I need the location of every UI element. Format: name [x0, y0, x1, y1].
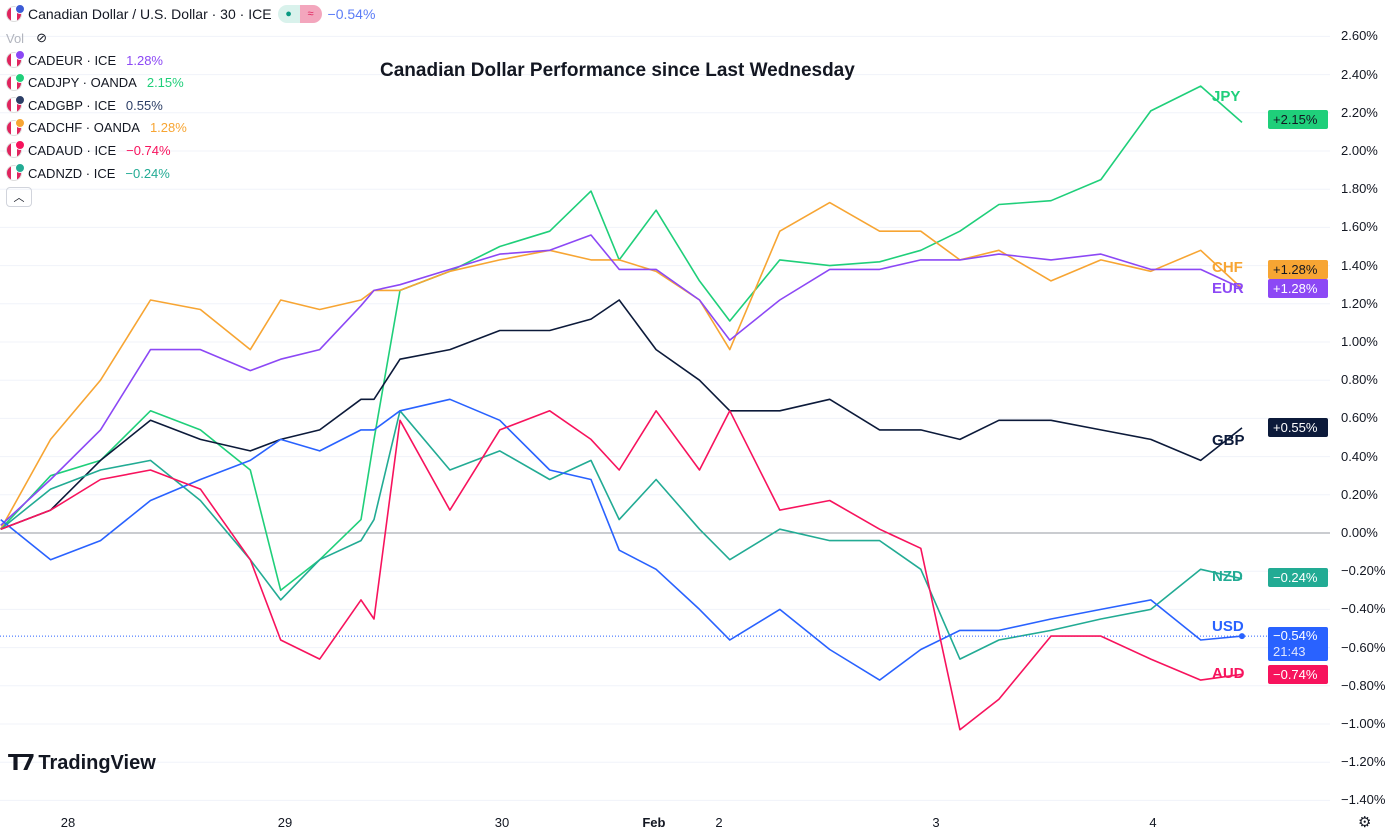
- legend-symbol: CADAUD · ICE: [28, 142, 117, 158]
- legend-symbol: CADEUR · ICE: [28, 52, 117, 68]
- eye-hidden-icon[interactable]: ⊘: [36, 30, 47, 45]
- legend-symbol: CADCHF · OANDA: [28, 120, 140, 136]
- legend-value: 0.55%: [125, 97, 163, 113]
- collapse-legend-button[interactable]: ︿: [6, 187, 32, 207]
- x-tick-label: 29: [277, 815, 293, 830]
- legend-value: 2.15%: [146, 75, 184, 91]
- series-line-usd[interactable]: [0, 398, 1243, 681]
- series-line-eur[interactable]: [0, 234, 1243, 526]
- price-badge-eur: +1.28%: [1268, 279, 1328, 298]
- series-line-jpy[interactable]: [0, 85, 1243, 592]
- y-tick-label: 0.60%: [1341, 410, 1378, 426]
- y-tick-label: 2.40%: [1341, 66, 1378, 82]
- series-label-aud: AUD: [1212, 665, 1245, 682]
- legend-value: 1.28%: [126, 52, 163, 68]
- legend-symbol: CADJPY · OANDA: [28, 75, 137, 91]
- legend-value: −0.74%: [126, 142, 171, 158]
- legend-item[interactable]: CADAUD · ICE −0.74%: [6, 140, 171, 159]
- legend-item[interactable]: CADJPY · OANDA 2.15%: [6, 72, 184, 91]
- y-tick-label: −1.20%: [1341, 754, 1386, 770]
- y-tick-label: 0.20%: [1341, 486, 1378, 502]
- y-tick-label: −1.40%: [1341, 792, 1386, 808]
- last-price-dot: [1238, 633, 1245, 640]
- badge-value: −0.74%: [1273, 667, 1318, 682]
- legend-item[interactable]: CADCHF · OANDA 1.28%: [6, 117, 187, 136]
- x-tick-label: 3: [932, 815, 940, 830]
- currency-flag-icon: [6, 163, 25, 181]
- y-tick-label: 0.80%: [1341, 372, 1378, 388]
- price-badge-aud: −0.74%: [1268, 665, 1328, 684]
- y-tick-label: 2.00%: [1341, 143, 1378, 158]
- y-tick-label: −1.00%: [1341, 716, 1386, 731]
- y-tick-label: 2.20%: [1341, 104, 1378, 120]
- x-tick-label: Feb: [642, 815, 666, 830]
- y-tick-label: 0.00%: [1341, 525, 1378, 540]
- market-status-pill[interactable]: ● ≈: [277, 5, 322, 23]
- series-line-aud[interactable]: [0, 409, 1243, 731]
- y-tick-label: 1.20%: [1341, 295, 1378, 311]
- y-tick-label: 1.80%: [1341, 181, 1378, 197]
- legend-value: 1.28%: [149, 120, 187, 136]
- legend-symbol: CADNZD · ICE: [28, 165, 116, 181]
- y-tick-label: 0.40%: [1341, 448, 1378, 464]
- volume-label: Vol: [6, 30, 25, 46]
- series-label-usd: USD: [1212, 618, 1244, 635]
- series-label-nzd: NZD: [1212, 568, 1243, 585]
- legend-value: −0.24%: [125, 165, 170, 181]
- cad-usd-flag-icon: [6, 4, 25, 22]
- legend-item[interactable]: CADNZD · ICE −0.24%: [6, 163, 170, 181]
- series-label-jpy: JPY: [1212, 88, 1241, 105]
- legend-symbol: CADGBP · ICE: [28, 97, 116, 113]
- y-tick-label: 1.60%: [1341, 219, 1378, 235]
- series-label-eur: EUR: [1212, 280, 1244, 297]
- legend-item[interactable]: CADEUR · ICE 1.28%: [6, 50, 163, 68]
- delayed-data-icon: ≈: [299, 5, 322, 23]
- price-badge-nzd: −0.24%: [1268, 568, 1328, 587]
- badge-value: −0.54%: [1273, 628, 1318, 643]
- y-tick-label: −0.80%: [1341, 677, 1386, 693]
- badge-value: +1.28%: [1273, 281, 1318, 296]
- series-line-gbp[interactable]: [0, 299, 1243, 530]
- price-badge-jpy: +2.15%: [1268, 110, 1328, 129]
- x-tick-label: 30: [494, 815, 510, 830]
- x-tick-label: 2: [715, 815, 723, 830]
- currency-flag-icon: [6, 50, 25, 68]
- volume-indicator[interactable]: Vol ⊘: [6, 30, 47, 46]
- y-tick-label: 1.00%: [1341, 334, 1378, 349]
- price-badge-chf: +1.28%: [1268, 260, 1328, 279]
- chart-title: Canadian Dollar Performance since Last W…: [380, 60, 855, 81]
- price-badge-usd: −0.54% 21:43: [1268, 627, 1328, 661]
- price-badge-gbp: +0.55%: [1268, 418, 1328, 437]
- badge-value: −0.24%: [1273, 570, 1318, 585]
- tradingview-logo-icon: 𝗧𝟳: [8, 750, 35, 775]
- series-label-chf: CHF: [1212, 259, 1243, 276]
- y-tick-label: −0.60%: [1341, 639, 1386, 655]
- currency-flag-icon: [6, 140, 25, 159]
- series-line-nzd[interactable]: [0, 409, 1243, 660]
- series-line-chf[interactable]: [0, 201, 1243, 530]
- badge-value: +0.55%: [1273, 420, 1318, 435]
- y-tick-label: 1.40%: [1341, 257, 1378, 273]
- symbol-change: −0.54%: [327, 6, 376, 22]
- market-open-icon: ●: [277, 5, 300, 23]
- y-tick-label: 2.60%: [1341, 28, 1378, 44]
- series-label-gbp: GBP: [1212, 432, 1245, 449]
- brand-name: TradingView: [38, 751, 156, 774]
- y-tick-label: −0.40%: [1341, 601, 1386, 617]
- y-tick-label: −0.20%: [1341, 563, 1386, 579]
- currency-flag-icon: [6, 72, 25, 91]
- settings-gear-icon[interactable]: ⚙: [1358, 814, 1372, 831]
- tradingview-logo[interactable]: 𝗧𝟳 TradingView: [8, 750, 156, 776]
- currency-flag-icon: [6, 117, 25, 136]
- badge-value: +2.15%: [1273, 112, 1318, 127]
- badge-countdown: 21:43: [1273, 644, 1306, 659]
- badge-value: +1.28%: [1273, 262, 1318, 277]
- x-tick-label: 28: [60, 815, 76, 830]
- x-tick-label: 4: [1149, 815, 1157, 830]
- currency-flag-icon: [6, 95, 25, 114]
- symbol-title[interactable]: Canadian Dollar / U.S. Dollar · 30 · ICE: [28, 6, 272, 22]
- symbol-header: Canadian Dollar / U.S. Dollar · 30 · ICE…: [6, 4, 376, 23]
- legend-item[interactable]: CADGBP · ICE 0.55%: [6, 95, 163, 114]
